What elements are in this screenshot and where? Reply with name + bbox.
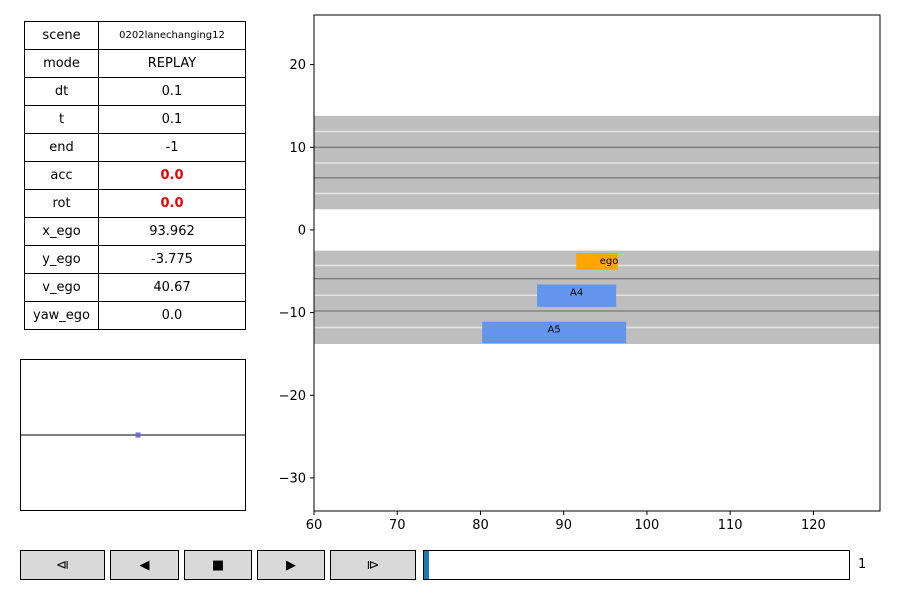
info-row-y-ego: y_ego -3.775	[24, 245, 246, 274]
step-back-icon: ⧏	[56, 557, 69, 573]
x-tick-label: 70	[389, 518, 406, 533]
info-key: y_ego	[24, 245, 99, 274]
info-key: t	[24, 105, 99, 134]
info-row-dt: dt 0.1	[24, 77, 246, 106]
step-forward-icon: ⧐	[366, 557, 380, 573]
step-back-button[interactable]: ⧏	[20, 550, 105, 580]
x-tick-label: 80	[472, 518, 489, 533]
info-value: 0.0	[98, 189, 246, 218]
mini-plot-point	[135, 432, 141, 438]
info-value: 0.1	[98, 105, 246, 134]
info-key: yaw_ego	[24, 301, 99, 330]
vehicle-label: A4	[570, 287, 583, 298]
info-key: v_ego	[24, 273, 99, 302]
y-tick-label: 10	[289, 141, 306, 156]
main-plot: ego A4 A5 60 70 80 90 100 110 120 −30 −20 −10 0 10 20	[279, 14, 881, 533]
play-reverse-button[interactable]: ◀	[110, 550, 179, 580]
stop-icon: ■	[211, 557, 225, 573]
vehicle-a5	[482, 321, 627, 344]
info-row-yaw-ego: yaw_ego 0.0	[24, 301, 246, 330]
info-key: dt	[24, 77, 99, 106]
x-tick-label: 90	[555, 518, 572, 533]
info-key: acc	[24, 161, 99, 190]
info-row-scene: scene 0202lanechanging12	[24, 21, 246, 50]
plot-area: ego A4 A5	[314, 115, 880, 345]
info-key: scene	[24, 21, 99, 50]
info-value: 0.0	[98, 301, 246, 330]
info-key: x_ego	[24, 217, 99, 246]
vehicle-label: A5	[548, 325, 561, 336]
info-row-t: t 0.1	[24, 105, 246, 134]
y-tick-label: −30	[279, 471, 306, 486]
info-row-x-ego: x_ego 93.962	[24, 217, 246, 246]
info-value: 0202lanechanging12	[98, 21, 246, 50]
plot-frame	[313, 14, 881, 512]
y-tick-label: 0	[298, 223, 306, 238]
timeline-slider[interactable]	[423, 550, 850, 580]
info-row-v-ego: v_ego 40.67	[24, 273, 246, 302]
x-tick-label: 120	[801, 518, 826, 533]
y-tick-label: −10	[279, 306, 306, 321]
info-row-end: end -1	[24, 133, 246, 162]
vehicle-a4	[537, 284, 617, 307]
y-tick-label: 20	[289, 58, 306, 73]
x-tick-label: 60	[306, 518, 323, 533]
slider-value: 1	[858, 557, 867, 572]
play-button[interactable]: ▶	[257, 550, 325, 580]
vehicle-label: ego	[600, 256, 619, 267]
x-tick-label: 110	[718, 518, 743, 533]
stop-button[interactable]: ■	[184, 550, 252, 580]
y-tick-label: −20	[279, 389, 306, 404]
step-forward-button[interactable]: ⧐	[330, 550, 416, 580]
slider-handle[interactable]	[424, 551, 429, 579]
vehicle-ego	[576, 253, 618, 270]
mini-plot	[20, 359, 246, 511]
play-reverse-icon: ◀	[139, 557, 150, 573]
play-icon: ▶	[286, 557, 296, 573]
x-tick-label: 100	[635, 518, 660, 533]
info-table: scene 0202lanechanging12 mode REPLAY dt 0.1 t 0…	[24, 21, 246, 330]
